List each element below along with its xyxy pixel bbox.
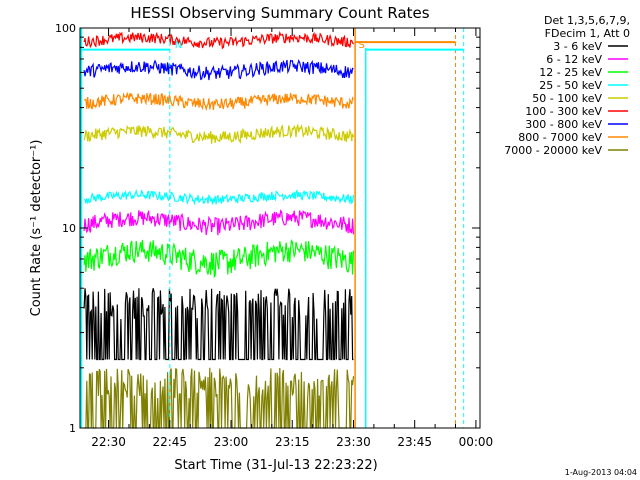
legend-label-1: 6 - 12 keV bbox=[546, 53, 602, 66]
legend-label-0: 3 - 6 keV bbox=[553, 40, 602, 53]
series-4 bbox=[83, 123, 355, 144]
x-tick-label-3: 23:15 bbox=[275, 435, 310, 449]
y-axis-label: Count Rate (s⁻¹ detector⁻¹) bbox=[29, 140, 44, 317]
legend-label-5: 100 - 300 keV bbox=[525, 105, 602, 118]
series-1 bbox=[83, 209, 355, 236]
x-tick-label-4: 23:30 bbox=[336, 435, 371, 449]
series-3 bbox=[83, 188, 355, 206]
series-2 bbox=[83, 238, 355, 279]
x-tick-label-1: 22:45 bbox=[152, 435, 187, 449]
footer-timestamp: 1-Aug-2013 04:04 bbox=[565, 468, 637, 477]
legend: Det 1,3,5,6,7,9,FDecim 1, Att 03 - 6 keV… bbox=[504, 14, 630, 157]
legend-header-0: Det 1,3,5,6,7,9, bbox=[544, 14, 630, 27]
legend-label-2: 12 - 25 keV bbox=[539, 66, 602, 79]
legend-label-3: 25 - 50 keV bbox=[539, 79, 602, 92]
series-line-1 bbox=[83, 209, 355, 236]
series-line-4 bbox=[83, 123, 355, 144]
series-line-6 bbox=[83, 59, 354, 81]
axes-layer: 1 10 100 22:30 22:45 23:00 23:15 23:30 23:45 00:0… bbox=[55, 22, 493, 449]
legend-label-4: 50 - 100 keV bbox=[532, 92, 602, 105]
legend-label-8: 7000 - 20000 keV bbox=[504, 144, 602, 157]
series-line-0 bbox=[83, 288, 354, 361]
x-axis-label: Start Time (31-Jul-13 22:23:22) bbox=[174, 458, 377, 473]
series-8 bbox=[84, 367, 355, 429]
y-tick-label-0: 1 bbox=[69, 422, 76, 435]
flag-letter-0: N bbox=[175, 40, 182, 51]
series-5 bbox=[83, 30, 355, 50]
series-line-2 bbox=[83, 238, 355, 279]
y-tick-label-1: 10 bbox=[62, 222, 76, 235]
x-tick-label-2: 23:00 bbox=[214, 435, 249, 449]
legend-label-6: 300 - 800 keV bbox=[525, 118, 602, 131]
x-tick-label-6: 00:00 bbox=[459, 435, 494, 449]
flag-letter-1: S bbox=[358, 40, 364, 51]
x-tick-label-0: 22:30 bbox=[91, 435, 126, 449]
y-tick-label-2: 100 bbox=[55, 22, 76, 35]
series-0 bbox=[83, 288, 354, 361]
series-6 bbox=[83, 59, 354, 81]
series-7 bbox=[83, 91, 354, 112]
series-line-5 bbox=[83, 30, 355, 50]
legend-label-7: 800 - 7000 keV bbox=[518, 131, 602, 144]
x-tick-label-5: 23:45 bbox=[397, 435, 432, 449]
series-line-8 bbox=[84, 367, 355, 429]
series-line-3 bbox=[83, 188, 355, 206]
legend-header-1: FDecim 1, Att 0 bbox=[545, 27, 630, 40]
series-line-7 bbox=[83, 91, 354, 112]
chart-title: HESSI Observing Summary Count Rates bbox=[130, 4, 429, 22]
